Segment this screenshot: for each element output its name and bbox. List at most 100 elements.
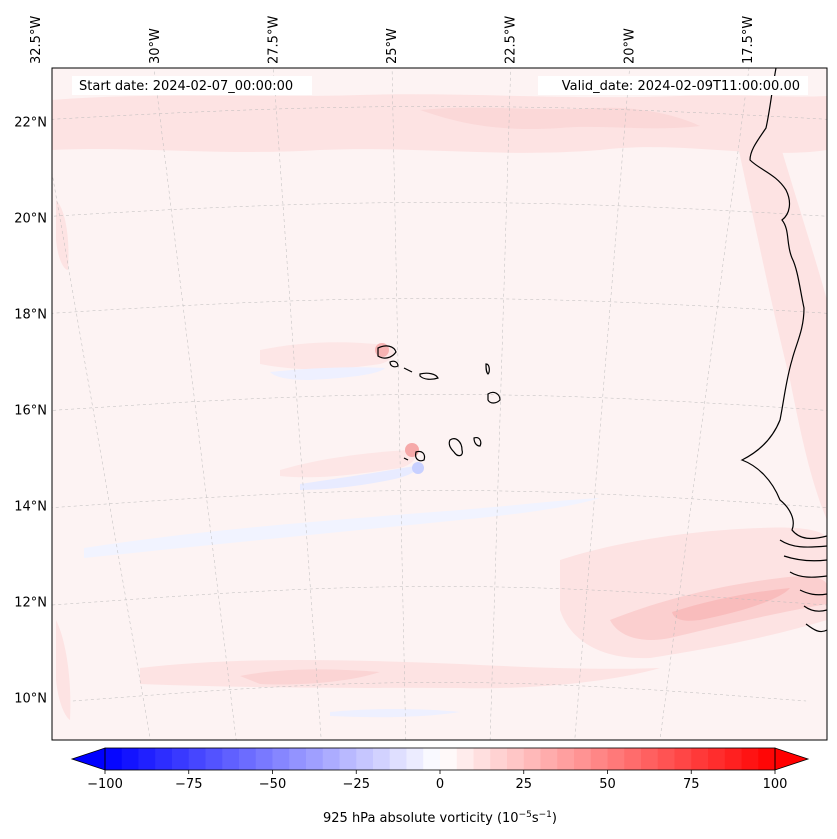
meridian-line [574, 68, 630, 740]
island-santiago [448, 438, 463, 457]
lat-tick-label: 10°N [14, 691, 47, 706]
colorbar-swatch [741, 748, 759, 770]
colorbar-tick-label: 25 [515, 777, 532, 792]
meridian-line [272, 68, 322, 740]
colorbar-swatch [272, 748, 290, 770]
colorbar-swatch [490, 748, 508, 770]
senegal-gambia-coast [779, 539, 827, 633]
colorbar-swatch [289, 748, 307, 770]
colorbar-swatch [172, 748, 190, 770]
positive-band-north [52, 94, 827, 153]
parallel-line [52, 394, 827, 411]
lat-tick-label: 20°N [14, 211, 47, 226]
lon-tick-label: 25°W [385, 28, 400, 64]
colorbar-tick-label: −100 [87, 777, 123, 792]
lon-tick-label: 27.5°W [266, 16, 281, 64]
island-wake-north-red [375, 343, 389, 357]
colorbar-swatch [507, 748, 525, 770]
meridian-line [489, 68, 511, 740]
colorbar-label-exp1: −5 [519, 810, 532, 820]
colorbar-label: 925 hPa absolute vorticity (10−5s−1) [323, 810, 557, 826]
meridian-line [391, 68, 407, 740]
colorbar-swatch [339, 748, 357, 770]
colorbar-swatch [222, 748, 240, 770]
colorbar-swatch [540, 748, 558, 770]
valid-date-box [538, 76, 808, 95]
colorbar-swatch [121, 748, 139, 770]
lat-tick-label: 14°N [14, 499, 47, 514]
island-maio [473, 437, 482, 447]
colorbar-swatch [574, 748, 592, 770]
colorbar-swatch [758, 748, 776, 770]
island-sal [485, 363, 490, 375]
lon-tick-label: 20°W [622, 28, 637, 64]
colorbar-swatch [105, 748, 123, 770]
colorbar-tick-label: −25 [343, 777, 370, 792]
island-fogo [415, 450, 426, 462]
colorbar-swatch [691, 748, 709, 770]
graticule [52, 68, 827, 740]
colorbar-swatch [624, 748, 642, 770]
colorbar-swatch [322, 748, 340, 770]
colorbar-swatch [456, 748, 474, 770]
colorbar-tick-label: 100 [763, 777, 788, 792]
island-sao-nicolau-east [419, 372, 439, 380]
valid-date-label: Valid_date: 2024-02-09T11:00:00.00 [562, 79, 800, 94]
positive-band-west [56, 200, 69, 270]
island-wake-south-bluecore [412, 462, 424, 474]
colorbar-swatch [205, 748, 223, 770]
colorbar-swatch [657, 748, 675, 770]
colorbar-swatch [708, 748, 726, 770]
colorbar-swatch [389, 748, 407, 770]
parallel-line [52, 202, 827, 217]
colorbar-tick-label: −75 [175, 777, 202, 792]
island-boa-vista [487, 391, 501, 404]
colorbar-tick-label: 75 [683, 777, 700, 792]
island-sao-vicente [389, 360, 399, 368]
colorbar: −100 −75 −50 −25 0 25 50 75 100 925 hPa absolute… [70, 747, 810, 826]
colorbar-label-suffix: ) [552, 811, 557, 826]
coastline [377, 68, 827, 633]
colorbar-label-prefix: 925 hPa absolute vorticity (10 [323, 811, 519, 826]
positive-band-itcz-core [672, 588, 790, 621]
parallel-line [52, 106, 827, 120]
colorbar-swatch [607, 748, 625, 770]
start-date-box [72, 76, 312, 95]
parallel-line [52, 490, 827, 508]
island-wake-north [260, 342, 395, 370]
colorbar-swatch [373, 748, 391, 770]
lat-tick-label: 16°N [14, 403, 47, 418]
island-sao-nicolau [403, 367, 413, 373]
colorbar-swatch [188, 748, 206, 770]
colorbar-extend-max [774, 747, 810, 771]
map-panel: Start date: 2024-02-07_00:00:00 Valid_da… [14, 16, 828, 741]
island-wake-south-red [405, 443, 419, 457]
colorbar-tick-label: 0 [436, 777, 444, 792]
island-santo-antao [377, 345, 397, 359]
colorbar-swatches [105, 748, 776, 770]
colorbar-label-exp2: −1 [539, 810, 552, 820]
colorbar-swatch [641, 748, 659, 770]
colorbar-swatch [724, 748, 742, 770]
island-brava [403, 457, 409, 461]
colorbar-swatch [356, 748, 374, 770]
lat-tick-label: 18°N [14, 307, 47, 322]
positive-band-east-strip [730, 110, 827, 520]
lon-tick-label: 22.5°W [504, 16, 519, 64]
positive-band-north-inner [420, 107, 700, 130]
map-frame [51, 67, 828, 741]
colorbar-swatch [138, 748, 156, 770]
positive-band-south-inner [240, 669, 380, 685]
lat-tick-label: 12°N [14, 595, 47, 610]
positive-band-southwest [56, 620, 71, 720]
negative-band-south [330, 709, 460, 718]
colorbar-ticks: −100 −75 −50 −25 0 25 50 75 100 [87, 770, 787, 792]
lon-tick-label: 17.5°W [741, 16, 756, 64]
vorticity-field: Start date: 2024-02-07_00:00:00 Valid_da… [52, 68, 827, 740]
longitude-labels: 32.5°W 30°W 27.5°W 25°W 22.5°W 20°W 17.5°W [29, 16, 756, 64]
lon-tick-label: 30°W [148, 28, 163, 64]
colorbar-swatch [306, 748, 324, 770]
colorbar-extend-min [70, 747, 106, 771]
start-date-label: Start date: 2024-02-07_00:00:00 [79, 79, 293, 94]
